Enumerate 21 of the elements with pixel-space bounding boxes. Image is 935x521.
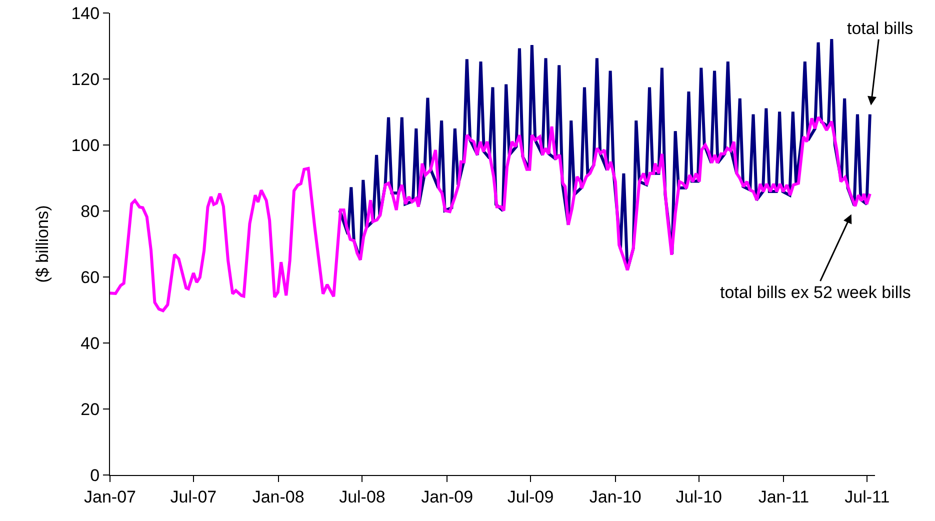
annotation: total bills [847, 19, 914, 38]
y-axis-title: ($ billions) [32, 205, 52, 283]
x-tick-label: Jul-09 [507, 487, 554, 506]
x-tick-label: Jan-07 [84, 487, 136, 506]
annotation: total bills ex 52 week bills [720, 283, 911, 302]
x-tick-label: Jul-11 [844, 487, 890, 506]
x-tick-label: Jul-10 [676, 487, 722, 506]
y-tick-label: 40 [80, 334, 100, 353]
x-tick-label: Jan-11 [758, 487, 810, 506]
x-tick-label: Jan-09 [421, 487, 474, 506]
y-tick-label: 140 [71, 4, 100, 23]
y-tick-label: 100 [71, 136, 100, 155]
x-tick-label: Jan-10 [589, 487, 642, 506]
y-tick-label: 60 [80, 268, 100, 287]
y-tick-label: 80 [80, 202, 100, 221]
x-tick-label: Jan-08 [252, 487, 304, 506]
x-tick-label: Jul-08 [339, 487, 386, 506]
y-tick-label: 120 [71, 70, 100, 89]
x-tick-label: Jul-07 [170, 487, 217, 506]
y-tick-label: 20 [80, 400, 100, 419]
y-tick-label: 0 [90, 466, 100, 485]
